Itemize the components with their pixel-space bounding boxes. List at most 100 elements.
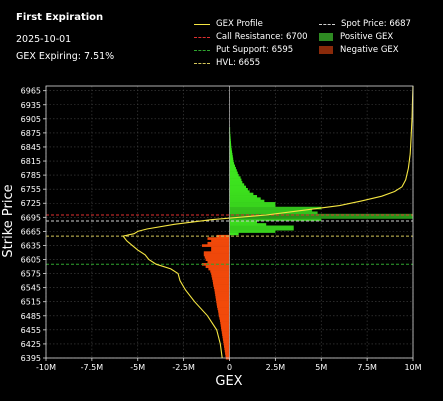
gex-bar-6600	[207, 260, 230, 264]
gex-bar-6870	[229, 134, 231, 137]
y-tick-label-9: 6665	[21, 227, 41, 236]
gex-bar-6735	[229, 197, 261, 201]
gex-bar-6770	[229, 180, 243, 184]
gex-bar-6410	[224, 349, 230, 353]
legend-positive-gex: Positive GEX	[319, 32, 393, 42]
y-tick-label-1: 6425	[21, 340, 41, 349]
x-tick-label-1: -7.5M	[81, 363, 104, 372]
gex-bar-6650	[207, 237, 230, 240]
gex-bar-6820	[229, 157, 234, 161]
x-tick-label-4: 0	[227, 363, 232, 372]
y-tick-label-6: 6575	[21, 270, 41, 279]
legend-put-support-swatch	[194, 49, 210, 51]
gex-bar-6790	[229, 171, 238, 175]
gex-bar-6520	[215, 298, 230, 301]
legend-gex-profile: GEX Profile	[194, 19, 263, 29]
x-tick-label-5: 2.5M	[266, 363, 286, 372]
gex-bar-6860	[229, 138, 231, 142]
gex-bar-6425	[223, 342, 230, 346]
gex-bar-6615	[203, 253, 230, 257]
gex-bar-6540	[214, 288, 230, 292]
x-axis-label: GEX	[215, 374, 242, 389]
gex-profile-line	[122, 85, 414, 359]
gex-expiring-text: GEX Expiring: 7.51%	[16, 51, 115, 62]
gex-bar-6515	[216, 300, 230, 304]
gex-bar-6415	[224, 347, 230, 351]
level-lines	[46, 214, 413, 265]
legend-call-resistance-swatch	[194, 36, 210, 38]
gex-bar-6550	[213, 284, 230, 287]
y-tick-label-7: 6605	[21, 256, 41, 265]
gex-bar-6420	[223, 345, 230, 348]
axis-ticks: -10M -7.5M -5M -2.5M 0 2.5M 5M 7.5M 10M 6395 6425 6…	[21, 87, 422, 372]
gex-bar-6850	[229, 143, 232, 147]
gex-bar-6875	[229, 131, 231, 135]
y-tick-label-14: 6815	[21, 157, 41, 166]
gex-bar-6465	[220, 324, 230, 327]
gex-bar-6685	[229, 220, 258, 224]
legend-gex-profile-label: GEX Profile	[216, 19, 263, 29]
gex-bar-6780	[229, 176, 241, 179]
y-tick-label-8: 6635	[21, 241, 41, 250]
gex-bar-6785	[229, 173, 239, 177]
gex-bar-6405	[225, 352, 230, 355]
x-tick-label-3: -2.5M	[172, 363, 195, 372]
legend-positive-gex-swatch	[319, 33, 333, 41]
x-tick-label-2: -5M	[130, 363, 145, 372]
gex-bar-6645	[211, 239, 230, 243]
gex-bar-6560	[212, 279, 230, 283]
legend-spot-price-swatch	[319, 23, 335, 25]
gex-bar-6455	[221, 328, 230, 332]
x-tick-label-6: 5M	[315, 363, 327, 372]
x-tick-label-8: 10M	[404, 363, 421, 372]
gex-bar-6620	[203, 251, 230, 254]
gex-bar-6555	[212, 281, 230, 285]
gex-bar-6585	[208, 267, 230, 271]
y-tick-label-19: 6965	[21, 87, 41, 96]
gex-bar-6475	[219, 319, 230, 322]
gex-bar-6840	[229, 148, 232, 151]
legend-put-support: Put Support: 6595	[194, 45, 293, 55]
y-tick-label-18: 6935	[21, 101, 41, 110]
gex-bar-6680	[229, 223, 267, 226]
y-tick-label-16: 6875	[21, 129, 41, 138]
y-tick-label-10: 6695	[21, 213, 41, 222]
gex-bar-6590	[205, 265, 230, 269]
gex-bar-6470	[220, 321, 230, 325]
legend-call-resistance: Call Resistance: 6700	[194, 32, 308, 42]
legend-negative-gex: Negative GEX	[319, 45, 399, 55]
gex-bar-6495	[218, 309, 230, 313]
legend-positive-gex-label: Positive GEX	[340, 32, 394, 42]
legend-negative-gex-swatch	[319, 46, 333, 54]
y-tick-label-12: 6755	[21, 185, 41, 194]
gex-bar-6715	[229, 206, 322, 210]
gex-bar-6705	[229, 211, 318, 215]
y-tick-label-15: 6845	[21, 143, 41, 152]
gex-bar-6570	[211, 274, 230, 278]
gex-bars	[201, 127, 413, 360]
gex-bar-6460	[221, 326, 230, 329]
gex-bar-6530	[215, 293, 230, 297]
gex-bar-6605	[205, 258, 230, 261]
gex-bar-6545	[213, 286, 230, 290]
y-tick-label-3: 6485	[21, 312, 41, 321]
y-tick-label-13: 6785	[21, 171, 41, 180]
gex-bar-6500	[217, 307, 230, 311]
gex-bar-6775	[229, 178, 242, 182]
gex-profile-layer	[122, 85, 414, 359]
y-tick-label-0: 6395	[21, 354, 41, 363]
gex-bar-6750	[229, 190, 250, 193]
gex-bar-6745	[229, 192, 254, 196]
gex-bar-6400	[225, 354, 230, 358]
gex-bar-6865	[229, 136, 231, 140]
legend-call-resistance-label: Call Resistance: 6700	[216, 32, 308, 42]
gex-bar-6525	[215, 295, 230, 299]
gex-bar-6810	[229, 162, 235, 165]
gex-bar-6805	[229, 164, 236, 168]
gex-bar-6430	[223, 340, 230, 344]
gex-bar-6755	[229, 188, 248, 191]
gex-bar-6800	[229, 166, 236, 170]
gex-bar-6830	[229, 152, 233, 156]
y-tick-label-5: 6545	[21, 284, 41, 293]
